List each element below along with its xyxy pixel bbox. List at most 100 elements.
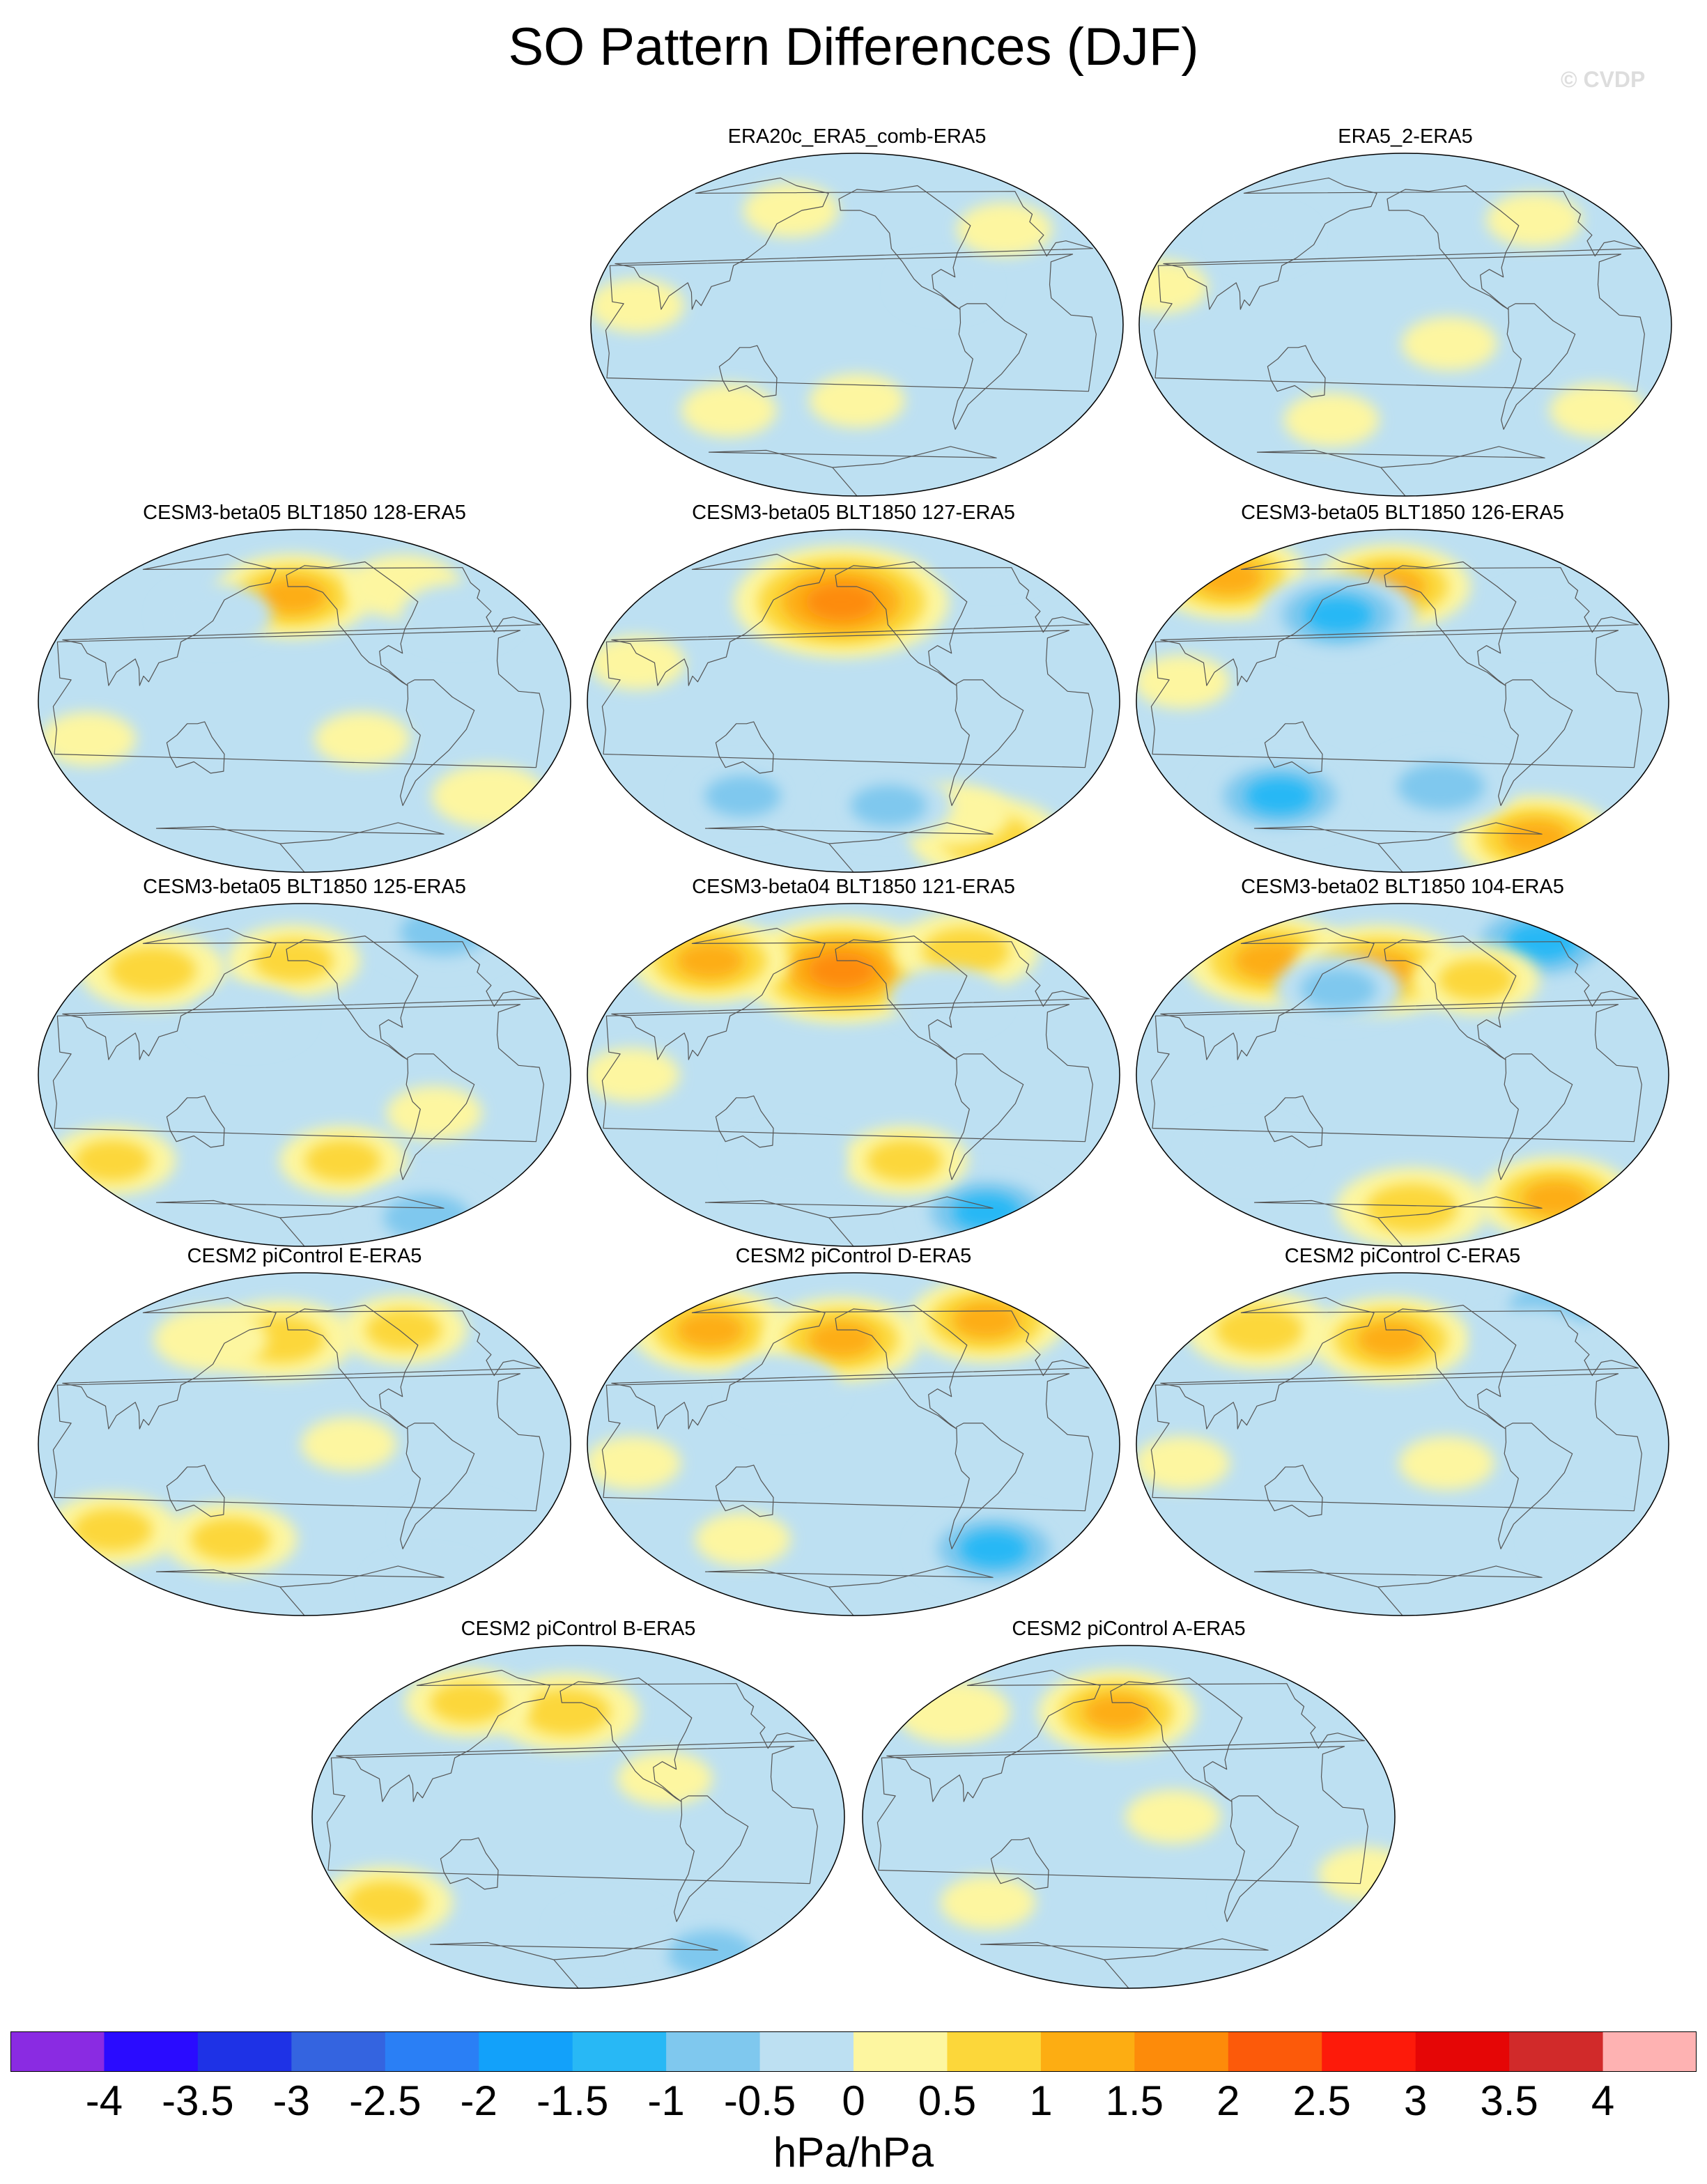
coastline	[1384, 1304, 1517, 1430]
coastline	[1384, 561, 1517, 686]
coastline	[718, 345, 778, 398]
anomaly-contour	[1550, 383, 1646, 437]
colorbar-swatch	[759, 2031, 854, 2072]
panel-title: CESM2 piControl E-ERA5	[187, 1245, 422, 1267]
coastlines	[1150, 927, 1642, 1246]
coastline	[601, 630, 1093, 768]
coastline	[615, 177, 1093, 310]
coastline	[62, 927, 541, 1060]
map-border	[587, 903, 1120, 1247]
anomaly-contour	[922, 927, 1010, 975]
anomaly-contour	[365, 1309, 442, 1351]
panel-title: CESM3-beta02 BLT1850 104-ERA5	[1241, 876, 1564, 898]
map-panel: ERA20c_ERA5_comb-ERA5	[589, 124, 1125, 500]
anomaly-contour	[74, 1140, 150, 1182]
map-border	[38, 529, 571, 873]
anomaly-layer	[587, 912, 1066, 1246]
anomaly-contour	[952, 1193, 1021, 1230]
coastline	[400, 1423, 475, 1549]
coastlines	[601, 1296, 1093, 1616]
coastline	[1150, 630, 1642, 768]
coastline	[166, 1095, 225, 1148]
anomaly-contour	[401, 1498, 516, 1562]
anomaly-contour	[153, 1308, 268, 1371]
panel-title: CESM2 piControl C-ERA5	[1284, 1245, 1521, 1267]
coastline	[286, 935, 419, 1060]
anomaly-contour	[676, 1312, 745, 1348]
coastline	[1160, 1296, 1639, 1430]
coastline	[286, 1304, 419, 1430]
anomaly-contour	[959, 1531, 1028, 1567]
map-plot	[1136, 1272, 1669, 1616]
coastline	[835, 1304, 968, 1430]
coastlines	[601, 927, 1093, 1246]
coastline	[704, 1565, 994, 1616]
colorbar-swatch	[947, 2031, 1042, 2072]
anomaly-contour	[809, 373, 905, 428]
coastline	[1256, 446, 1545, 496]
anomaly-contour	[1357, 1321, 1425, 1358]
panel-title: CESM3-beta05 BLT1850 127-ERA5	[692, 502, 1015, 524]
colorbar-tick-label: 0.5	[918, 2077, 977, 2124]
coastline	[605, 254, 1097, 392]
coastline	[704, 1196, 994, 1246]
anomaly-contour	[726, 1355, 841, 1419]
anomaly-contour	[681, 383, 777, 437]
map-panel: CESM3-beta05 BLT1850 127-ERA5	[585, 500, 1122, 876]
coastline	[155, 1196, 445, 1246]
anomaly-layer	[589, 529, 1063, 872]
anomaly-layer	[1139, 193, 1646, 447]
anomaly-contour	[1194, 559, 1263, 596]
colorbar-swatch	[1322, 2031, 1416, 2072]
anomaly-contour	[401, 583, 516, 647]
coastlines	[326, 1669, 818, 1988]
colorbar-tick-label: -2.5	[349, 2077, 422, 2124]
colorbar-swatch	[1228, 2031, 1322, 2072]
anomaly-contour	[732, 1129, 847, 1193]
map-border	[1138, 153, 1672, 497]
anomaly-contour	[1486, 583, 1601, 647]
anomaly-contour	[957, 202, 1053, 256]
colorbar-swatch	[291, 2031, 386, 2072]
map-border	[862, 1645, 1396, 1989]
map-plot	[1136, 529, 1669, 873]
coastline	[835, 561, 968, 686]
colorbar-tick-label: -1	[647, 2077, 685, 2124]
anomaly-contour	[301, 1417, 397, 1471]
anomaly-contour	[1304, 597, 1373, 633]
colorbar-tick-label: -4	[85, 2077, 123, 2124]
coastline	[715, 721, 774, 774]
anomaly-contour	[591, 279, 685, 333]
coastline	[601, 1004, 1093, 1143]
coastlines	[605, 177, 1097, 496]
map-plot	[38, 1272, 571, 1616]
coastline	[62, 553, 541, 686]
anomaly-contour	[346, 1880, 426, 1925]
panel-title: CESM2 piControl B-ERA5	[461, 1618, 696, 1640]
colorbar-swatch	[479, 2031, 573, 2072]
anomaly-contour	[866, 1140, 943, 1182]
coastline	[1387, 185, 1520, 310]
coastline	[1224, 1795, 1299, 1922]
anomaly-contour	[1215, 1306, 1304, 1354]
coastline	[949, 1423, 1024, 1549]
map-panel: CESM3-beta02 BLT1850 104-ERA5	[1134, 874, 1671, 1250]
anomaly-layer	[1136, 534, 1615, 872]
anomaly-contour	[72, 1508, 153, 1552]
coastline	[990, 1837, 1049, 1890]
anomaly-contour	[108, 946, 196, 994]
coastline	[336, 1669, 814, 1802]
anomaly-contour	[1283, 393, 1380, 447]
anomaly-contour	[889, 967, 1004, 1030]
colorbar-swatch	[385, 2031, 479, 2072]
map-plot	[38, 903, 571, 1247]
map-panel: ERA5_2-ERA5	[1137, 124, 1674, 500]
colorbar-swatch	[1602, 2031, 1697, 2072]
anomaly-contour	[617, 1751, 713, 1806]
map-border	[587, 1272, 1120, 1616]
anomaly-contour	[314, 712, 410, 766]
anomaly-contour	[808, 1321, 876, 1358]
page-title: SO Pattern Differences (DJF)	[508, 17, 1199, 77]
coastline	[704, 822, 994, 872]
anomaly-contour	[369, 1555, 484, 1616]
